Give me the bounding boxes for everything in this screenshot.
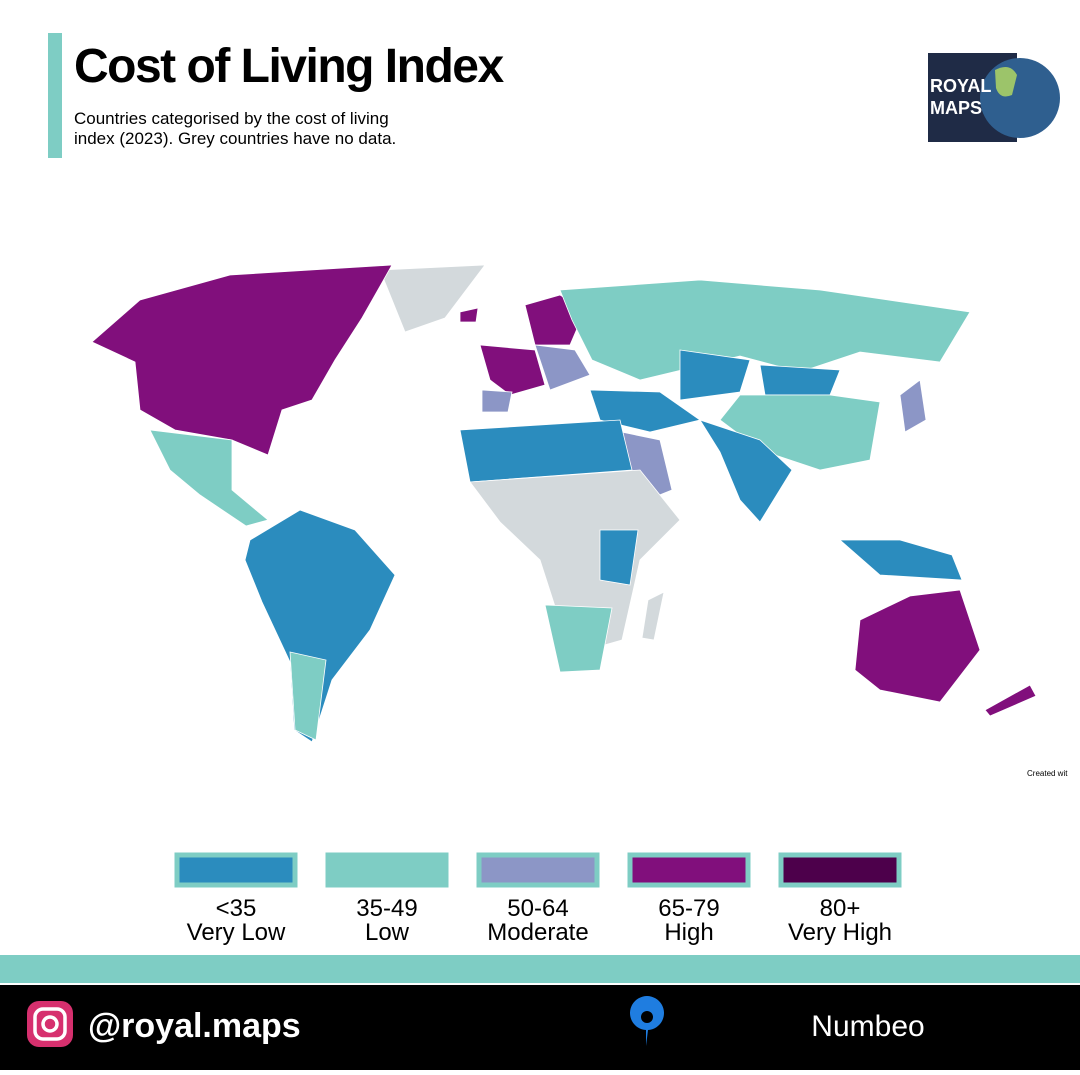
legend-range: 35-49 — [356, 895, 417, 922]
legend-range: 65-79 — [658, 895, 719, 922]
legend-label: Very High — [788, 919, 892, 946]
country — [534, 344, 591, 391]
country — [599, 529, 639, 586]
legend-swatch — [476, 852, 600, 888]
legend-swatch — [174, 852, 298, 888]
logo-globe — [980, 58, 1060, 138]
instagram-icon-frame — [33, 1007, 67, 1041]
country — [641, 591, 665, 641]
footer — [0, 985, 1080, 1070]
legend-range: 80+ — [820, 895, 861, 922]
subtitle: index (2023). Grey countries have no dat… — [74, 129, 396, 148]
title: Cost of Living Index — [74, 40, 504, 93]
logo-land — [995, 66, 1017, 97]
country — [984, 684, 1037, 717]
country — [759, 364, 841, 396]
map-credit: Created wit — [1027, 769, 1068, 778]
country — [679, 349, 751, 401]
country — [699, 419, 793, 523]
footer-band — [0, 955, 1080, 983]
country — [719, 394, 881, 471]
handle: @royal.maps — [88, 1007, 301, 1045]
country — [289, 651, 327, 741]
legend-range: 50-64 — [507, 895, 568, 922]
accent-bar — [48, 33, 62, 158]
country — [479, 344, 546, 396]
country — [91, 264, 393, 456]
country — [244, 509, 396, 743]
country — [481, 389, 513, 413]
legend-label: Very Low — [187, 919, 286, 946]
logo-text: ROYAL — [930, 76, 991, 96]
country — [854, 589, 981, 703]
legend-swatch — [778, 852, 902, 888]
instagram-icon-lens — [41, 1015, 59, 1033]
legend-swatch — [627, 852, 751, 888]
country — [559, 279, 971, 381]
pin-hole — [641, 1011, 653, 1023]
country — [459, 307, 479, 323]
legend-label: Low — [365, 919, 410, 946]
logo-text: MAPS — [930, 98, 982, 118]
country — [149, 429, 269, 527]
country — [899, 379, 927, 433]
legend-label: Moderate — [487, 919, 588, 946]
logo: ROYAL MAPS — [928, 53, 1060, 142]
world-map: Created wit — [91, 264, 1068, 778]
source: Numbeo — [811, 1010, 924, 1043]
subtitle: Countries categorised by the cost of liv… — [74, 109, 389, 128]
legend-range: <35 — [216, 895, 257, 922]
country — [459, 419, 633, 483]
legend-swatch — [325, 852, 449, 888]
country — [379, 264, 486, 333]
legend-label: High — [664, 919, 713, 946]
country — [838, 539, 963, 581]
country — [544, 604, 613, 673]
